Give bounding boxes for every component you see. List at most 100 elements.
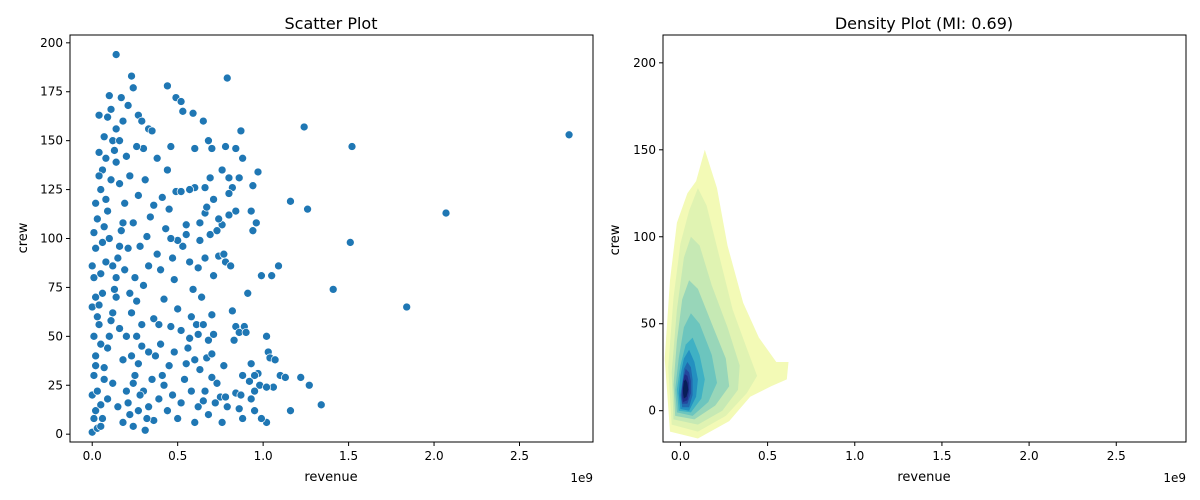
scatter-point: [139, 281, 148, 290]
scatter-point: [173, 304, 183, 314]
scatter-point: [99, 363, 109, 372]
scatter-point: [241, 328, 251, 337]
scatter-point: [89, 414, 99, 423]
scatter-point: [116, 226, 126, 236]
scatter-point: [103, 206, 112, 216]
scatter-point: [134, 359, 143, 369]
density-y-ticks: 0 50 100 150 200: [633, 56, 663, 418]
scatter-point: [151, 351, 160, 361]
scatter-point: [101, 257, 111, 267]
scatter-point: [110, 285, 119, 294]
scatter-point: [183, 343, 193, 353]
scatter-y-tick-label: 75: [48, 280, 63, 294]
scatter-point: [122, 151, 131, 161]
scatter-point: [103, 343, 112, 353]
scatter-point: [106, 105, 116, 114]
scatter-point: [193, 330, 203, 339]
scatter-point: [111, 292, 121, 302]
scatter-point: [152, 249, 162, 259]
scatter-point: [253, 167, 263, 177]
scatter-point: [328, 285, 338, 294]
scatter-point: [159, 294, 169, 304]
scatter-point: [118, 218, 128, 228]
scatter-point: [245, 376, 254, 386]
density-panel: Density Plot (MI: 0.69) 0.0 0.5 1.0 1.5 2.0 2…: [608, 14, 1187, 485]
density-x-offset: 1e9: [1163, 471, 1186, 485]
scatter-point: [286, 196, 295, 206]
scatter-point: [96, 339, 106, 349]
scatter-point: [181, 220, 191, 230]
scatter-point: [154, 394, 164, 404]
scatter-point: [267, 271, 277, 281]
scatter-y-tick-label: 200: [40, 36, 63, 50]
scatter-point: [190, 418, 200, 427]
scatter-point: [103, 112, 112, 122]
scatter-point: [219, 361, 229, 371]
scatter-point: [204, 136, 213, 146]
scatter-point: [103, 394, 112, 404]
scatter-point: [221, 392, 230, 402]
scatter-point: [104, 234, 114, 243]
scatter-point: [236, 390, 246, 400]
scatter-point: [234, 173, 244, 183]
scatter-point: [198, 396, 208, 406]
scatter-point: [115, 324, 124, 333]
scatter-point: [164, 361, 174, 371]
density-x-tick-label: 2.5: [1107, 449, 1126, 463]
scatter-point: [91, 361, 100, 371]
scatter-point: [115, 136, 124, 146]
scatter-point: [193, 263, 203, 273]
scatter-point: [222, 402, 232, 412]
density-x-ticks: 0.0 0.5 1.0 1.5 2.0 2.5: [671, 442, 1126, 463]
scatter-point: [188, 108, 198, 118]
scatter-point: [144, 261, 153, 271]
scatter-point: [176, 326, 186, 335]
scatter-point: [98, 238, 107, 247]
scatter-point: [96, 269, 106, 279]
scatter-point: [168, 390, 177, 400]
scatter-y-tick-label: 0: [55, 427, 63, 441]
scatter-point: [168, 253, 177, 263]
scatter-point: [193, 402, 203, 412]
density-title: Density Plot (MI: 0.69): [835, 14, 1013, 33]
scatter-point: [128, 421, 138, 431]
scatter-x-tick-label: 0.5: [168, 449, 187, 463]
scatter-point: [205, 173, 215, 183]
scatter-point: [140, 425, 150, 435]
scatter-point: [135, 390, 145, 400]
scatter-point: [169, 347, 179, 357]
scatter-point: [238, 153, 247, 163]
scatter-point: [209, 271, 218, 281]
scatter-point: [316, 400, 326, 410]
scatter-point: [181, 359, 191, 369]
scatter-point: [137, 320, 147, 329]
scatter-point: [270, 355, 280, 365]
scatter-point: [156, 339, 165, 349]
scatter-point: [188, 285, 198, 294]
density-x-tick-label: 1.0: [845, 449, 864, 463]
scatter-point: [96, 421, 106, 431]
scatter-point: [246, 206, 256, 216]
scatter-point: [303, 204, 312, 214]
scatter-point: [262, 382, 271, 392]
scatter-point: [99, 222, 109, 232]
scatter-point: [91, 351, 100, 361]
scatter-point: [219, 249, 229, 259]
scatter-point: [96, 185, 106, 194]
scatter-point: [163, 81, 172, 91]
scatter-point: [238, 414, 247, 423]
scatter-point: [134, 406, 143, 416]
scatter-point: [127, 308, 136, 318]
scatter-point: [200, 253, 210, 263]
scatter-point: [228, 306, 237, 316]
scatter-point: [204, 410, 213, 419]
scatter-point: [111, 124, 121, 134]
scatter-point: [94, 300, 104, 310]
scatter-point: [92, 386, 102, 396]
scatter-y-label: crew: [16, 222, 31, 253]
scatter-x-tick-label: 0.0: [83, 449, 102, 463]
scatter-point: [134, 191, 143, 200]
scatter-point: [89, 371, 99, 380]
scatter-point: [99, 132, 109, 142]
scatter-point: [209, 195, 218, 204]
